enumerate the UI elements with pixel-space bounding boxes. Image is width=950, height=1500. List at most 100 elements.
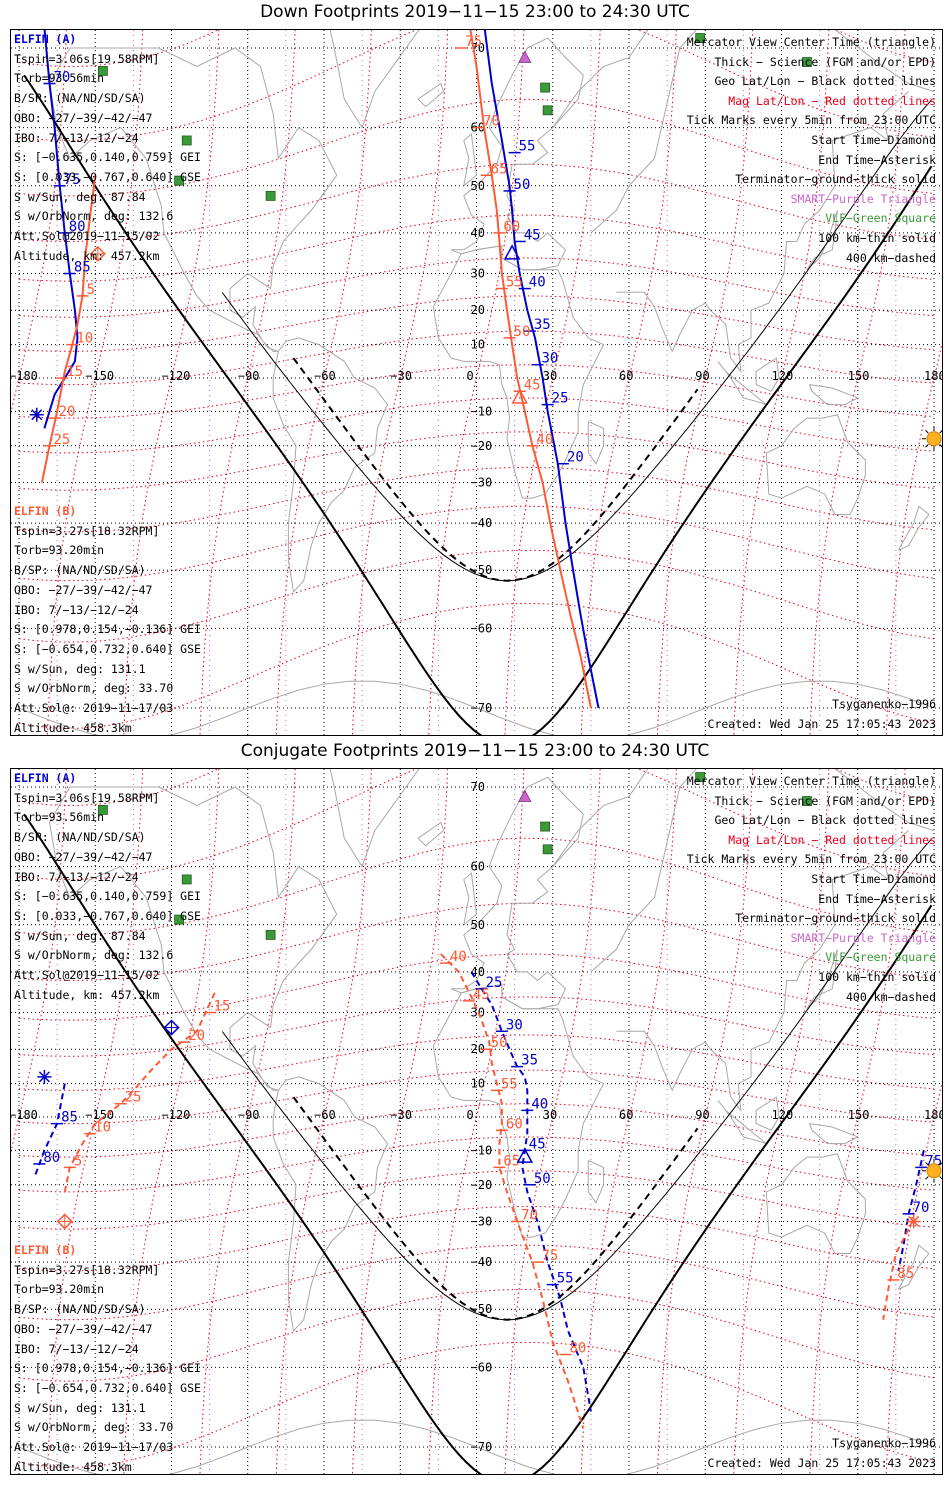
elfin-info-line: Tspin=3.27s[18.32RPM] bbox=[14, 523, 160, 538]
sun-icon bbox=[926, 1163, 942, 1179]
legend-entry: Mag Lat/Lon − Red dotted lines bbox=[728, 832, 936, 847]
legend-entry: 400 km−dashed bbox=[845, 989, 936, 1004]
elfin-info-line: Altitude: 458.3km bbox=[14, 1459, 132, 1474]
coastline bbox=[590, 769, 935, 973]
time-tick-label: 25 bbox=[54, 432, 71, 448]
elfin-info-line: S w/OrbNorm, deg: 132.6 bbox=[14, 948, 174, 963]
time-tick-label: 45 bbox=[473, 987, 490, 1003]
lat-tick-label: −60 bbox=[471, 621, 493, 635]
elfin-info-line: S w/Sun, deg: 131.1 bbox=[14, 1400, 146, 1415]
time-tick-label: 70 bbox=[913, 1200, 930, 1216]
time-tick-label: 70 bbox=[54, 70, 71, 86]
vlf-station-square bbox=[97, 805, 108, 815]
elfin-info-line: B/SP: (NA/ND/SD/SA) bbox=[14, 563, 146, 578]
center-time-triangle bbox=[516, 1147, 534, 1163]
elfin-info-line: S: [0.033,−0.767,0.640] GSE bbox=[14, 169, 201, 184]
terminator-ground bbox=[23, 74, 933, 735]
coastline bbox=[417, 82, 445, 108]
time-tick-label: 35 bbox=[534, 317, 551, 333]
sun-ray bbox=[939, 430, 942, 434]
time-tick-label: 15 bbox=[66, 364, 83, 380]
time-tick-label: 55 bbox=[506, 275, 523, 291]
coastline bbox=[450, 37, 584, 271]
legend-entry: Start Time−Diamond bbox=[811, 871, 936, 886]
lon-tick-label: −30 bbox=[390, 1108, 412, 1122]
mag-lat-line bbox=[18, 996, 935, 1057]
time-tick-label: 80 bbox=[43, 1150, 60, 1166]
legend-entry: 400 km−dashed bbox=[845, 250, 936, 265]
coastline bbox=[897, 1244, 930, 1290]
bottom-legend: Mercator View Center Time (triangle) Thic… bbox=[687, 772, 936, 1007]
time-tick-label: 75 bbox=[465, 34, 482, 50]
coastline bbox=[329, 30, 420, 129]
smart-station-triangle bbox=[518, 789, 532, 802]
coastline bbox=[616, 91, 909, 374]
lon-tick-label: −120 bbox=[162, 1108, 191, 1122]
elfin-info-line: IBO: 7/−13/−12/−24 bbox=[14, 1341, 139, 1356]
elfin-info-line: Torb=93.56min bbox=[14, 810, 105, 825]
elfin-info-line: Att.Sol@: 2019−11−17/03 bbox=[14, 1440, 174, 1455]
coastline bbox=[809, 1123, 860, 1145]
terminator-100km bbox=[221, 99, 932, 582]
time-tick-label: 70 bbox=[521, 1207, 538, 1223]
coastline bbox=[272, 337, 389, 593]
elfin-a-track bbox=[43, 30, 79, 429]
elfin-b-track bbox=[40, 175, 97, 483]
coastline bbox=[755, 1096, 780, 1131]
time-tick-label: 40 bbox=[529, 275, 546, 291]
lon-tick-label: 30 bbox=[543, 1108, 557, 1122]
time-tick-label: 30 bbox=[542, 351, 559, 367]
time-tick-label: 85 bbox=[897, 1266, 914, 1282]
elfin-info-line: S: [−0.635,0.140,0.759] GEI bbox=[14, 150, 201, 165]
sun-ray bbox=[925, 429, 929, 434]
lat-tick-label: 50 bbox=[471, 179, 485, 193]
top-panel-title: Down Footprints 2019−11−15 23:00 to 24:3… bbox=[260, 2, 690, 22]
coastline bbox=[765, 414, 866, 515]
time-tick-label: 75 bbox=[64, 172, 81, 188]
bottom-panel-title: Conjugate Footprints 2019−11−15 23:00 to… bbox=[240, 741, 710, 761]
elfin-info-line: Altitude, km: 457.2km bbox=[14, 987, 160, 1002]
time-tick-label: 40 bbox=[531, 1096, 548, 1112]
terminator-400km bbox=[292, 1096, 699, 1321]
lat-tick-label: 20 bbox=[471, 303, 485, 317]
lat-tick-label: 20 bbox=[471, 1042, 485, 1056]
legend-entry: Geo Lat/Lon − Black dotted lines bbox=[714, 813, 936, 828]
mag-lat-line bbox=[18, 30, 935, 68]
top-legend: Mercator View Center Time (triangle) Thic… bbox=[687, 33, 936, 268]
center-time-triangle bbox=[511, 388, 528, 404]
lon-tick-label: 60 bbox=[619, 369, 633, 383]
elfin-info-line: S w/Sun, deg: 87.84 bbox=[14, 928, 146, 943]
elfin-info-line: S w/OrbNorm, deg: 33.70 bbox=[14, 681, 174, 696]
vlf-station-square bbox=[540, 82, 551, 93]
time-tick-label: 5 bbox=[87, 282, 95, 298]
time-tick-label: 85 bbox=[74, 260, 91, 276]
lat-tick-label: −20 bbox=[471, 1178, 493, 1192]
legend-entry: End Time−Asterisk bbox=[818, 891, 936, 906]
time-tick-label: 25 bbox=[552, 391, 569, 407]
elfin-info-line: Tspin=3.06s[19.58RPM] bbox=[14, 790, 160, 805]
coastline bbox=[552, 769, 649, 867]
mag-lat-line bbox=[18, 257, 935, 318]
time-tick-label: 85 bbox=[61, 1110, 78, 1126]
end-asterisk bbox=[908, 1215, 920, 1227]
vlf-station-square bbox=[97, 66, 108, 76]
lon-tick-label: −150 bbox=[85, 1108, 114, 1122]
time-tick-label: 50 bbox=[514, 177, 531, 193]
elfin-info-line: Altitude: 458.3km bbox=[14, 720, 132, 735]
legend-entry: Thick − Science (FGM and/or EPD) bbox=[714, 54, 936, 69]
lat-tick-label: −70 bbox=[471, 1440, 493, 1454]
time-tick-label: 65 bbox=[503, 1153, 520, 1169]
coastline bbox=[717, 361, 767, 406]
top-elfin-a-info: ELFIN (A) Tspin=3.06s[19.58RPM] Torb=93.56… bbox=[14, 30, 201, 266]
lon-tick-label: −60 bbox=[314, 369, 336, 383]
time-tick-label: 45 bbox=[524, 377, 541, 393]
coastline bbox=[463, 133, 478, 187]
elfin-header: ELFIN (B) bbox=[14, 1243, 77, 1257]
lat-tick-label: −50 bbox=[471, 1302, 493, 1316]
lat-tick-label: −40 bbox=[471, 516, 493, 530]
time-tick-label: 50 bbox=[491, 1035, 508, 1051]
lon-tick-label: 90 bbox=[695, 1108, 709, 1122]
terminator-100km bbox=[221, 838, 932, 1321]
elfin-info-line: Tspin=3.06s[19.58RPM] bbox=[14, 51, 160, 66]
elfin-info-line: OBO: −27/−39/−42/−47 bbox=[14, 849, 153, 864]
